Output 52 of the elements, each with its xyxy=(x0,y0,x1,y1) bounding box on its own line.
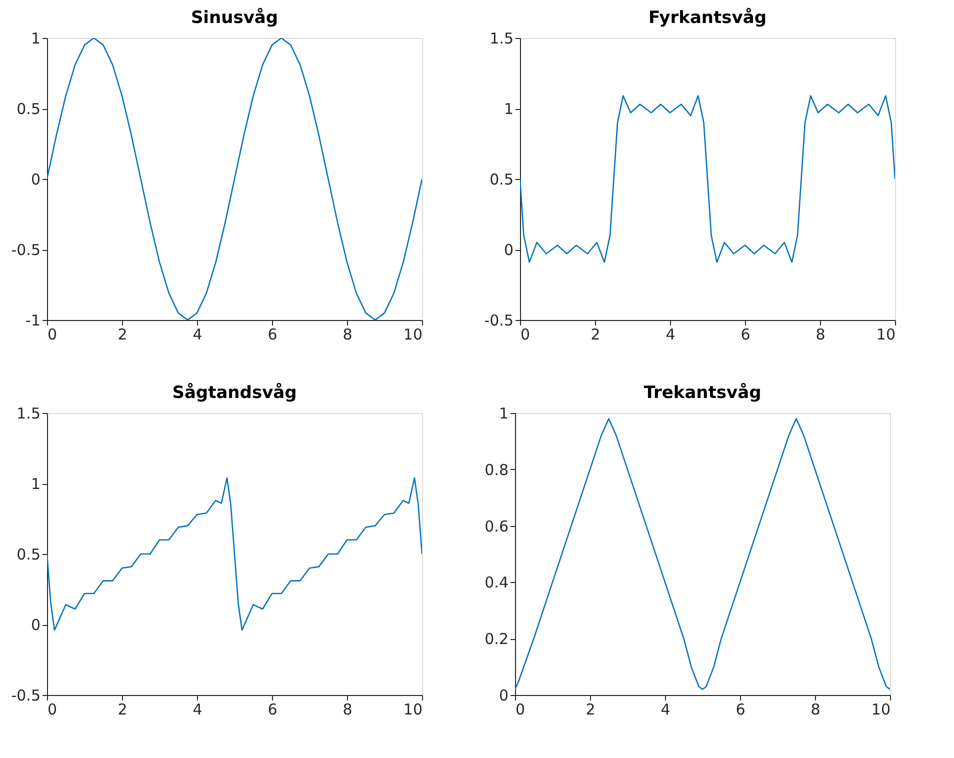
chart-title: Fyrkantsvåg xyxy=(648,7,766,28)
y-tick-label: 1.5 xyxy=(490,30,514,48)
chart-title: Sågtandsvåg xyxy=(172,382,297,403)
x-tick-label: 6 xyxy=(268,700,278,718)
x-tick-label: 2 xyxy=(118,700,128,718)
y-tick-label: -0.5 xyxy=(11,241,40,259)
x-tick-label: 2 xyxy=(590,326,600,344)
x-tick-label: 8 xyxy=(342,326,352,344)
x-tick-label: 0 xyxy=(520,326,530,344)
x-tick-label: 8 xyxy=(816,326,826,344)
x-tick-label: 4 xyxy=(660,700,670,718)
chart-title: Sinusvåg xyxy=(190,7,278,28)
chart-title: Trekantsvåg xyxy=(644,382,762,403)
x-tick-label: 2 xyxy=(118,326,128,344)
y-tick-label: -1 xyxy=(26,312,40,330)
x-tick-label: 4 xyxy=(192,326,202,344)
y-tick-label: 0.4 xyxy=(484,574,508,592)
x-tick-label: 8 xyxy=(342,700,352,718)
x-tick-label: 6 xyxy=(736,700,746,718)
y-tick-label: 0 xyxy=(30,170,40,188)
y-tick-label: 0 xyxy=(30,616,40,634)
x-tick-label: 6 xyxy=(268,326,278,344)
y-tick-label: 1 xyxy=(498,404,508,422)
x-tick-label: 4 xyxy=(192,700,202,718)
y-tick-label: 0 xyxy=(504,241,514,259)
y-tick-label: 0.5 xyxy=(16,546,40,564)
line-series xyxy=(47,477,422,631)
y-tick-label: 1.5 xyxy=(16,404,40,422)
y-tick-label: 1 xyxy=(30,475,40,493)
x-tick-label: 10 xyxy=(403,700,422,718)
y-tick-label: -0.5 xyxy=(11,686,40,704)
y-tick-label: 0 xyxy=(498,686,508,704)
y-tick-label: 0.5 xyxy=(490,170,514,188)
y-tick-label: 1 xyxy=(504,100,514,118)
x-tick-label: 0 xyxy=(48,326,58,344)
y-tick-label: 0.8 xyxy=(484,460,508,479)
x-tick-label: 10 xyxy=(876,326,896,344)
x-tick-label: 10 xyxy=(403,326,422,344)
line-series xyxy=(515,418,890,690)
y-tick-label: 0.5 xyxy=(16,100,40,118)
x-tick-label: 6 xyxy=(740,326,750,344)
y-tick-label: 1 xyxy=(30,30,40,48)
y-tick-label: -0.5 xyxy=(484,312,514,330)
x-tick-label: 4 xyxy=(666,326,676,344)
x-tick-label: 0 xyxy=(516,700,526,718)
x-tick-label: 8 xyxy=(810,700,820,718)
y-tick-label: 0.2 xyxy=(484,630,508,648)
x-tick-label: 2 xyxy=(586,700,596,718)
x-tick-label: 0 xyxy=(48,700,58,718)
x-tick-label: 10 xyxy=(871,700,890,718)
y-tick-label: 0.6 xyxy=(484,517,508,536)
line-series xyxy=(520,95,895,263)
